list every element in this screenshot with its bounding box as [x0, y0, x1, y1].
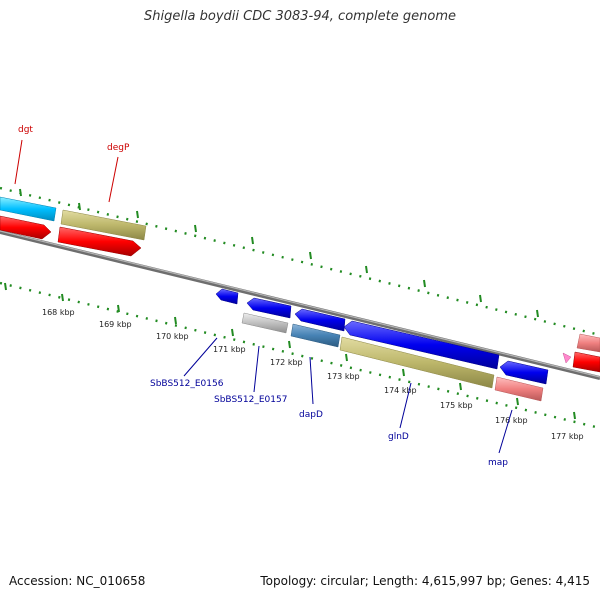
cds-degP[interactable] — [57, 226, 142, 257]
gene-degP-track[interactable] — [60, 209, 147, 241]
gene-dgt[interactable] — [0, 196, 57, 222]
gene-e0157[interactable] — [241, 312, 289, 334]
tick-label: 175 kbp — [440, 401, 473, 410]
label-degP[interactable]: degP — [107, 143, 130, 153]
small-feature-marker[interactable] — [562, 352, 572, 364]
label-dgt[interactable]: dgt — [18, 125, 33, 135]
label-e0156[interactable]: SbBS512_E0156 — [150, 379, 224, 389]
tick-label: 177 kbp — [551, 432, 584, 441]
label-glnD[interactable]: glnD — [388, 432, 409, 442]
scale-labels: 168 kbp 169 kbp 170 kbp 171 kbp 172 kbp … — [42, 308, 584, 441]
accession-text: Accession: NC_010658 — [9, 574, 146, 588]
tick-label: 176 kbp — [495, 416, 528, 425]
tick-label: 171 kbp — [213, 345, 246, 354]
gene-map[interactable] — [494, 376, 544, 402]
tick-label: 174 kbp — [384, 386, 417, 395]
tick-label: 168 kbp — [42, 308, 75, 317]
cds-e0156[interactable] — [246, 297, 292, 319]
label-dapD[interactable]: dapD — [299, 410, 323, 420]
cds-dgt[interactable] — [0, 215, 52, 240]
cds-right-edge[interactable] — [572, 351, 600, 373]
gene-glnD[interactable] — [339, 336, 495, 389]
genome-backbone — [0, 230, 600, 380]
map-title: Shigella boydii CDC 3083-94, complete ge… — [143, 9, 457, 24]
label-e0157[interactable]: SbBS512_E0157 — [214, 395, 287, 405]
upper-major-ticks — [19, 188, 539, 318]
label-leaders — [14, 139, 513, 454]
cds-glnD[interactable] — [343, 320, 500, 370]
gene-right-edge[interactable] — [576, 333, 600, 353]
gene-dapD[interactable] — [290, 323, 341, 348]
gene-reverse-small[interactable] — [215, 288, 239, 305]
tick-label: 170 kbp — [156, 332, 189, 341]
tick-label: 169 kbp — [99, 320, 132, 329]
tick-label: 172 kbp — [270, 358, 303, 367]
lower-major-ticks — [4, 282, 576, 420]
tick-label: 173 kbp — [327, 372, 360, 381]
genome-summary: Topology: circular; Length: 4,615,997 bp… — [260, 574, 590, 588]
cds-dapD[interactable] — [294, 308, 346, 332]
label-map[interactable]: map — [488, 458, 508, 468]
cds-map[interactable] — [499, 360, 549, 385]
